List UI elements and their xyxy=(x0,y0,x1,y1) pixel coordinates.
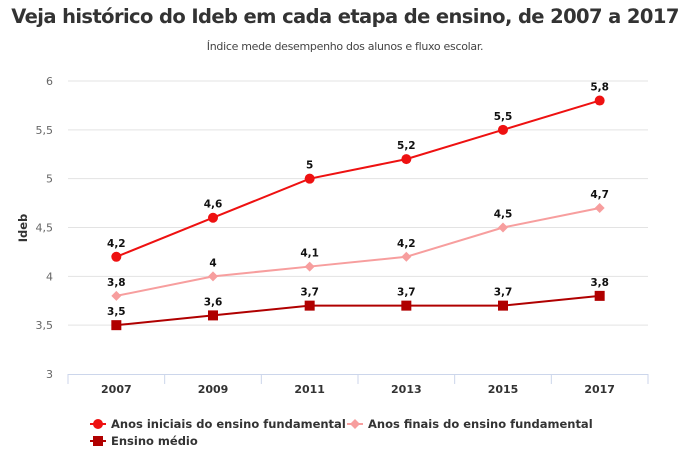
x-tick-label: 2011 xyxy=(294,383,325,396)
series-group: 3,5 3,6 3,7 3,7 3,7 3,8 3,8 4 4,1 4,2 4,5 4,7 4,2 4,6… xyxy=(107,82,609,331)
y-tick-label: 4 xyxy=(46,270,53,283)
x-tick-label: 2017 xyxy=(584,383,615,396)
y-tick-label: 3,5 xyxy=(36,319,54,332)
legend-label: Anos finais do ensino fundamental xyxy=(368,417,593,431)
data-label: 4,2 xyxy=(397,238,416,250)
data-point xyxy=(304,300,315,311)
y-tick-label: 6 xyxy=(46,75,53,88)
legend-item: Ensino médio xyxy=(90,434,198,448)
legend-marker xyxy=(93,419,103,429)
series-line xyxy=(116,294,600,327)
x-tick-label: 2013 xyxy=(391,383,422,396)
data-label: 3,6 xyxy=(204,296,223,308)
data-label: 4,7 xyxy=(590,189,609,201)
x-tick-label: 2007 xyxy=(101,383,132,396)
data-point xyxy=(594,290,605,301)
data-label: 3,7 xyxy=(494,287,513,299)
data-label: 5,5 xyxy=(494,111,513,123)
data-label: 4,6 xyxy=(204,199,223,211)
data-label: 5 xyxy=(306,160,313,172)
x-tick-label: 2009 xyxy=(198,383,229,396)
data-point xyxy=(401,300,412,311)
legend-label: Ensino médio xyxy=(111,434,198,448)
legend-label: Anos iniciais do ensino fundamental xyxy=(111,417,346,431)
data-point xyxy=(498,300,508,311)
data-point xyxy=(594,95,605,106)
series-line xyxy=(116,206,600,297)
data-label: 5,2 xyxy=(397,140,416,152)
series-anos-iniciais-do-ensino-fundamental: 4,2 4,6 5 5,2 5,5 5,8 xyxy=(107,82,609,262)
y-tick-label: 4,5 xyxy=(36,222,54,235)
legend-marker xyxy=(350,419,360,429)
data-point xyxy=(498,124,508,135)
data-label: 3,8 xyxy=(590,277,609,289)
y-axis-label: Ideb xyxy=(16,214,30,243)
data-point xyxy=(304,261,315,272)
series-anos-finais-do-ensino-fundamental: 3,8 4 4,1 4,2 4,5 4,7 xyxy=(107,189,609,301)
y-axis: 3 3,5 4 4,5 5 5,5 6 xyxy=(36,75,54,381)
data-label: 3,8 xyxy=(107,277,126,289)
data-label: 4,2 xyxy=(107,238,126,250)
data-point xyxy=(594,202,605,213)
data-label: 4 xyxy=(209,257,216,269)
series-ensino-médio: 3,5 3,6 3,7 3,7 3,7 3,8 xyxy=(107,277,609,331)
data-label: 4,5 xyxy=(494,209,513,221)
y-tick-label: 5 xyxy=(46,173,53,186)
data-point xyxy=(498,222,508,233)
data-label: 4,1 xyxy=(300,248,319,260)
data-label: 3,5 xyxy=(107,306,126,318)
series-line xyxy=(115,99,600,258)
data-point xyxy=(304,173,315,184)
grid-lines xyxy=(68,80,648,326)
data-point xyxy=(111,251,122,262)
legend: Anos iniciais do ensino fundamental Anos … xyxy=(90,417,593,448)
data-label: 5,8 xyxy=(590,82,609,94)
data-label: 3,7 xyxy=(300,287,319,299)
data-label: 3,7 xyxy=(397,287,416,299)
data-point xyxy=(208,212,218,223)
legend-marker xyxy=(93,436,103,446)
data-point xyxy=(208,310,218,321)
legend-item: Anos iniciais do ensino fundamental xyxy=(90,417,346,431)
data-point xyxy=(111,320,122,331)
chart-subtitle: Índice mede desempenho dos alunos e flux… xyxy=(206,40,484,53)
data-point xyxy=(401,251,412,262)
x-tick-label: 2015 xyxy=(488,383,519,396)
data-point xyxy=(111,290,122,301)
legend-item: Anos finais do ensino fundamental xyxy=(347,417,593,431)
y-tick-label: 3 xyxy=(46,368,53,381)
data-point xyxy=(401,154,412,165)
data-point xyxy=(208,271,218,282)
y-tick-label: 5,5 xyxy=(36,124,54,137)
x-axis: 2007 2009 2011 2013 2015 2017 xyxy=(67,374,649,396)
chart-title: Veja histórico do Ideb em cada etapa de … xyxy=(11,5,679,28)
